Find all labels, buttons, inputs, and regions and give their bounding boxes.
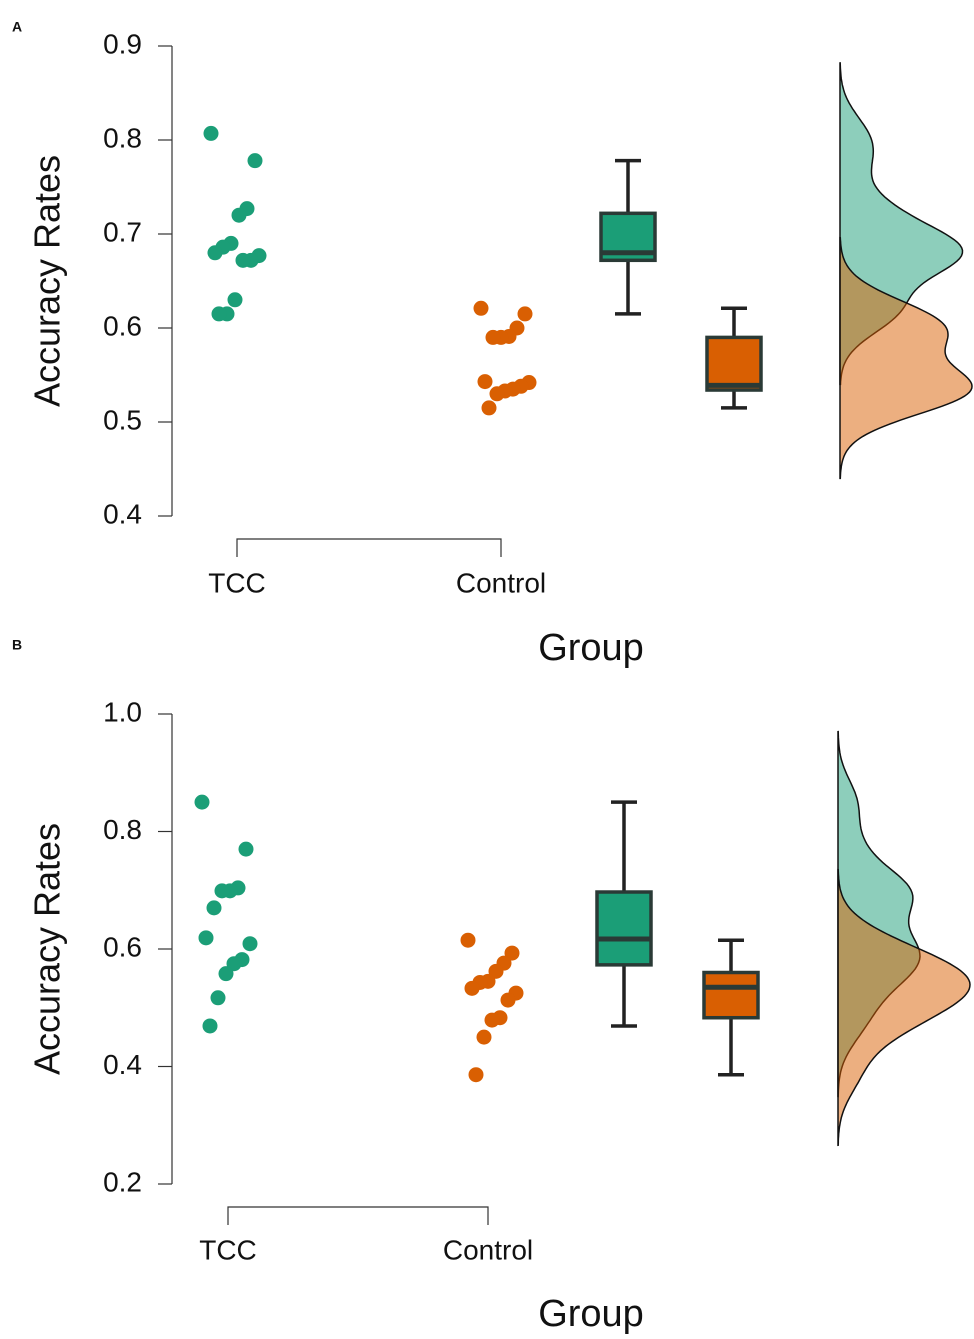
data-point xyxy=(231,207,247,223)
data-point xyxy=(218,966,234,982)
data-point xyxy=(235,252,251,268)
y-tick-label: 0.4 xyxy=(103,1049,142,1080)
x-tick-label: Control xyxy=(443,1234,533,1265)
data-point xyxy=(247,153,263,169)
data-point xyxy=(242,936,258,952)
data-point xyxy=(484,1012,500,1028)
data-point xyxy=(238,841,254,857)
box xyxy=(705,335,763,392)
x-axis-title: Group xyxy=(538,1293,644,1335)
y-tick-label: 0.6 xyxy=(103,931,142,962)
data-point xyxy=(489,386,505,402)
data-point xyxy=(203,125,219,141)
y-tick-label: 0.6 xyxy=(103,310,142,341)
y-tick-label: 0.2 xyxy=(103,1166,142,1197)
panel-label: A xyxy=(12,19,22,35)
x-axis xyxy=(236,538,502,557)
data-point xyxy=(460,932,476,948)
data-point xyxy=(210,990,226,1006)
box xyxy=(595,890,653,967)
box xyxy=(702,970,760,1020)
data-point xyxy=(504,945,520,961)
y-tick-label: 0.5 xyxy=(103,404,142,435)
y-tick-label: 0.8 xyxy=(103,814,142,845)
panel-label: B xyxy=(12,637,22,653)
data-point xyxy=(214,883,230,899)
y-tick-label: 0.9 xyxy=(103,28,142,59)
x-axis-title: Group xyxy=(538,627,644,669)
data-point xyxy=(207,245,223,261)
x-tick-label: TCC xyxy=(208,567,266,598)
y-axis-title: Accuracy Rates xyxy=(27,155,68,407)
data-point xyxy=(194,794,210,810)
y-tick-label: 0.4 xyxy=(103,498,142,529)
x-tick-label: TCC xyxy=(199,1234,257,1265)
data-point xyxy=(488,963,504,979)
data-point xyxy=(211,306,227,322)
data-point xyxy=(464,980,480,996)
data-point xyxy=(198,930,214,946)
y-tick-label: 0.8 xyxy=(103,122,142,153)
data-point xyxy=(226,956,242,972)
data-point xyxy=(206,900,222,916)
data-point xyxy=(481,400,497,416)
density xyxy=(837,868,971,1147)
data-point xyxy=(517,306,533,322)
data-point xyxy=(473,300,489,316)
data-point xyxy=(202,1018,218,1034)
data-point xyxy=(476,1029,492,1045)
data-point xyxy=(500,992,516,1008)
y-tick-label: 1.0 xyxy=(103,696,142,727)
data-point xyxy=(477,374,493,390)
data-point xyxy=(485,329,501,345)
data-point xyxy=(468,1067,484,1083)
y-axis-title: Accuracy Rates xyxy=(27,823,68,1075)
x-tick-label: Control xyxy=(456,567,546,598)
x-axis xyxy=(227,1206,489,1225)
y-tick-label: 0.7 xyxy=(103,216,142,247)
density xyxy=(839,236,973,480)
data-point xyxy=(227,292,243,308)
